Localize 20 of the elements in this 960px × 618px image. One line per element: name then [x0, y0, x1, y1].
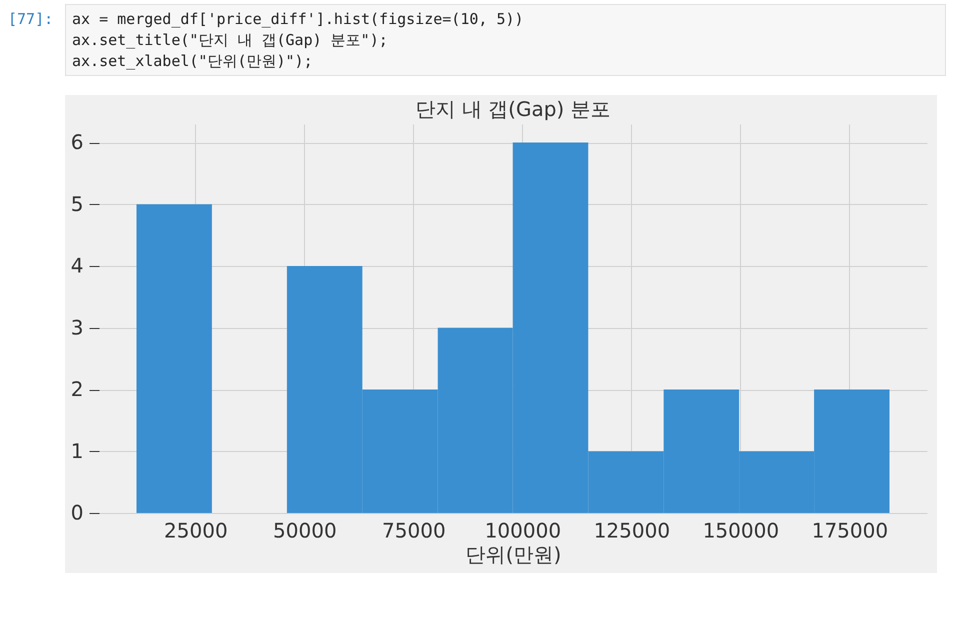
text: ax.set_title("단지 내 갭(Gap) 분포"); — [72, 31, 388, 49]
chart-title: 단지 내 갭(Gap) 분포 — [415, 97, 611, 121]
y-tick-label: 2 — [70, 377, 84, 402]
x-tick-label: 75000 — [382, 518, 446, 542]
y-tick-label: 6 — [70, 130, 84, 154]
x-tick-label: 50000 — [273, 518, 337, 542]
x-axis-title: 단위(만원) — [466, 542, 562, 566]
text: ax = merged_df['price_diff'].hist(figsize=(10, 5)) — [72, 10, 524, 28]
text: [77]: — [8, 10, 54, 28]
y-tick-label: 3 — [70, 315, 84, 340]
y-tick-label: 1 — [70, 438, 84, 463]
text: ax.set_xlabel("단위(만원)"); — [72, 52, 313, 70]
x-tick-label: 25000 — [164, 518, 228, 542]
x-tick-label: 150000 — [702, 518, 780, 542]
y-tick-label: 5 — [70, 192, 84, 216]
x-tick-label: 175000 — [812, 518, 888, 542]
y-tick-label: 0 — [70, 500, 84, 524]
y-tick-label: 4 — [70, 254, 84, 278]
x-tick-label: 100000 — [484, 518, 562, 542]
x-tick-label: 125000 — [594, 518, 670, 542]
